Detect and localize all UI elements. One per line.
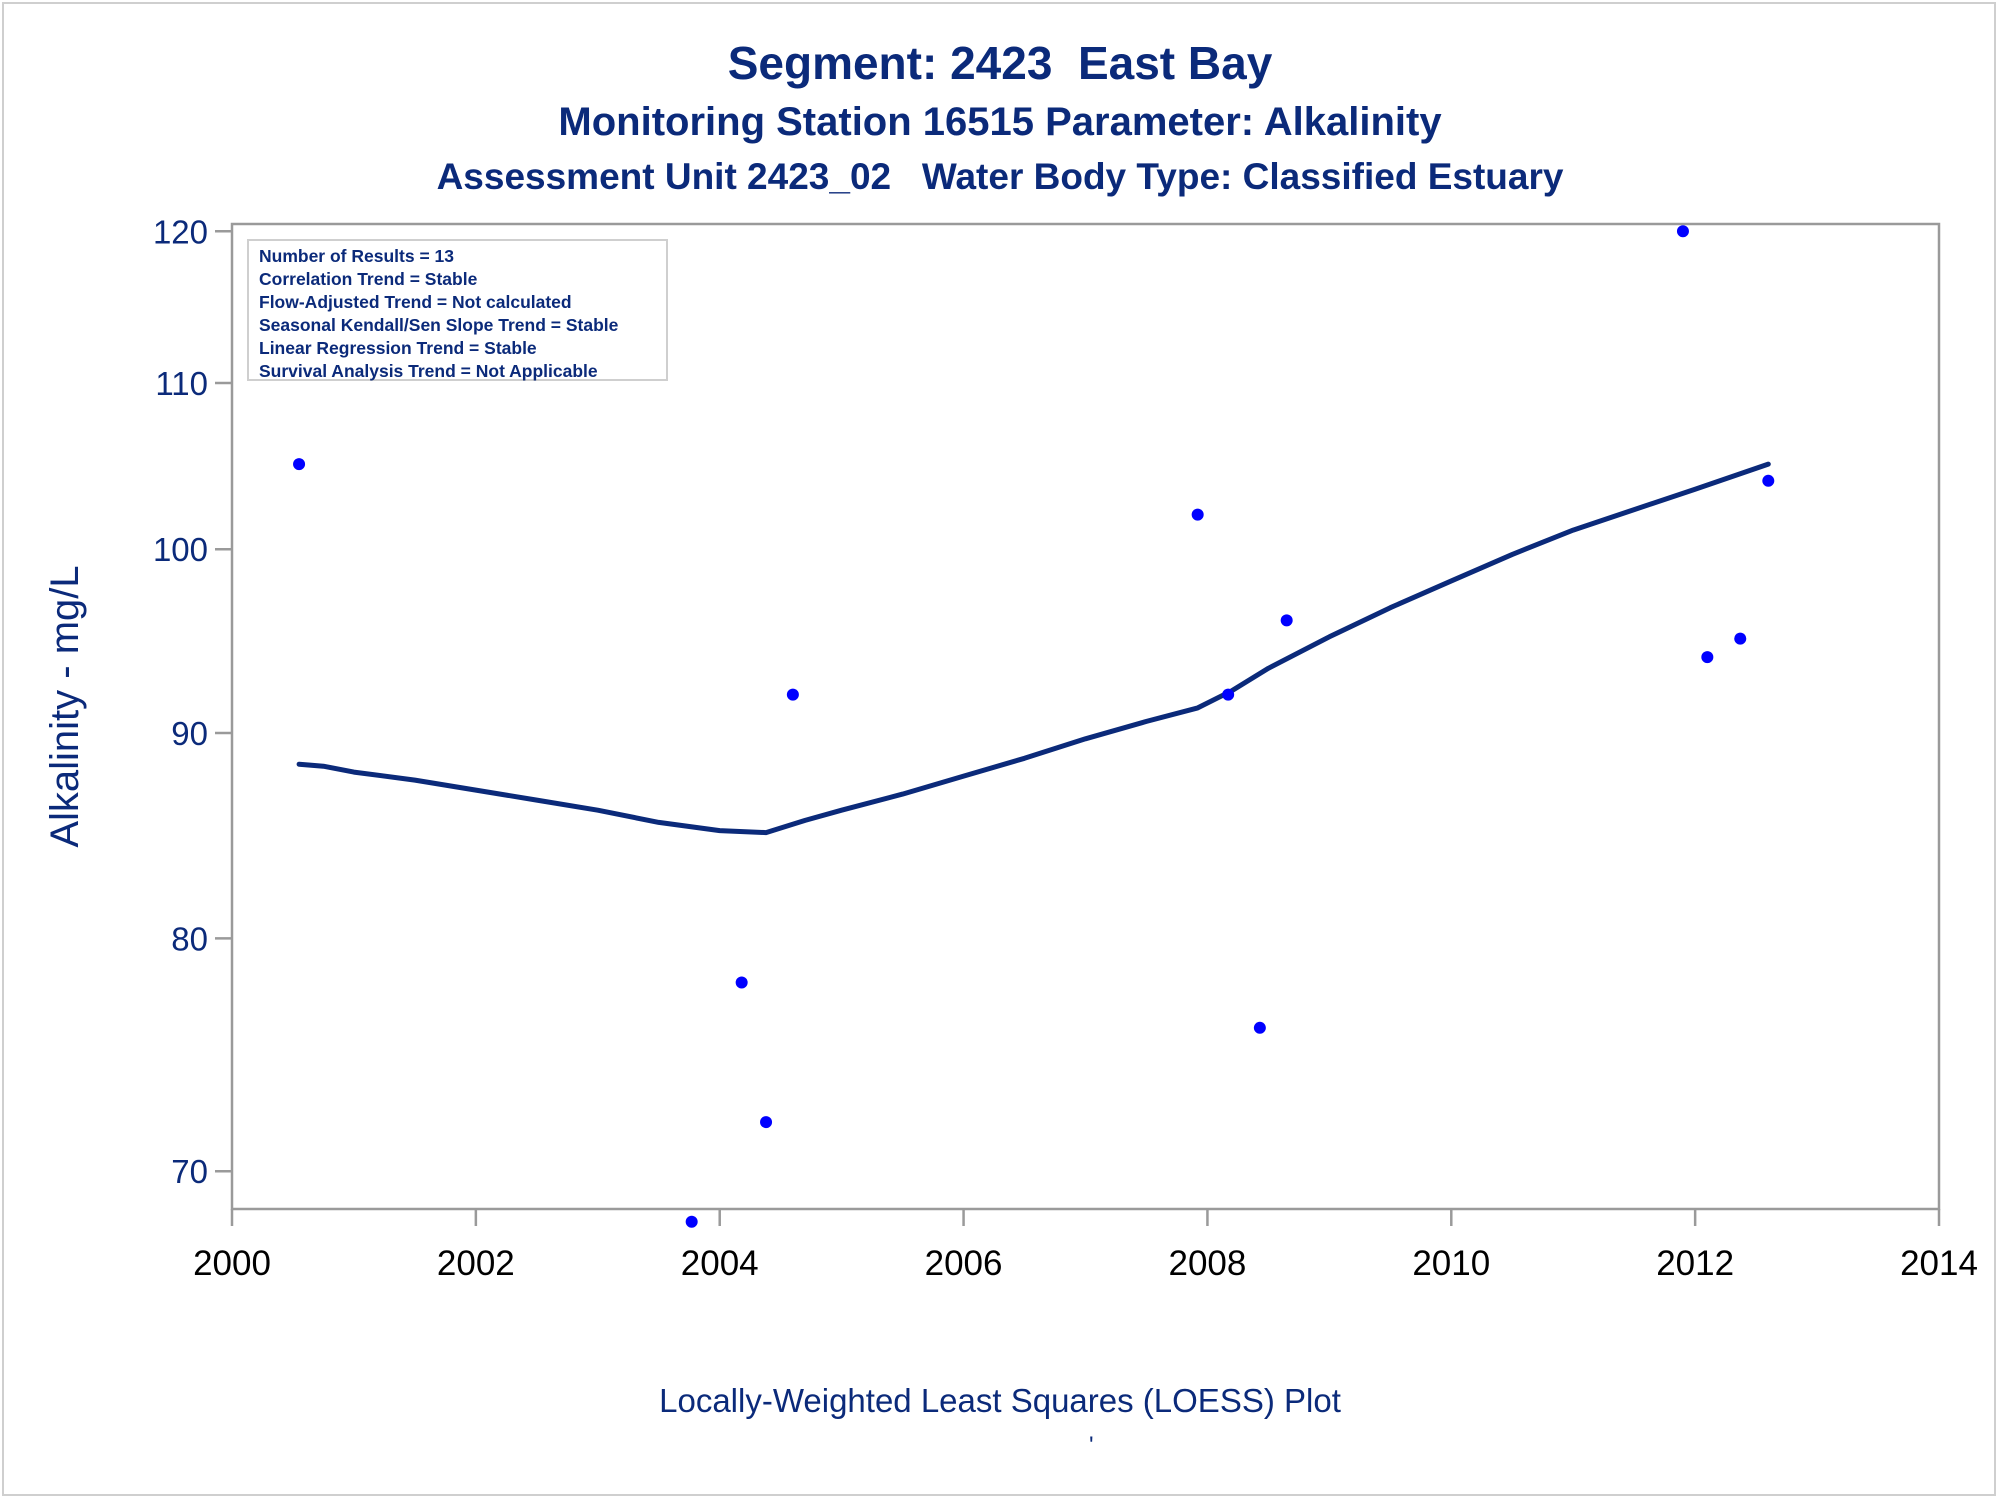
plot-footnote: Locally-Weighted Least Squares (LOESS) P…: [659, 1382, 1341, 1419]
stat-flow-adjusted-trend: Flow-Adjusted Trend = Not calculated: [259, 292, 572, 312]
x-tick-label: 2002: [437, 1244, 515, 1283]
x-tick-label: 2000: [193, 1244, 271, 1283]
x-tick-label: 2014: [1900, 1244, 1978, 1283]
data-point: [1222, 688, 1235, 701]
chart-title: Segment: 2423 East Bay: [727, 37, 1273, 89]
data-point: [1280, 614, 1293, 627]
x-tick-label: 2004: [681, 1244, 759, 1283]
x-tick-label: 2012: [1656, 1244, 1734, 1283]
chart-subtitle-assessment: Assessment Unit 2423_02 Water Body Type:…: [436, 156, 1564, 197]
data-point: [1676, 225, 1689, 238]
y-tick-label: 90: [171, 715, 208, 752]
data-point: [760, 1116, 773, 1129]
data-point: [1762, 474, 1775, 487]
stat-survival-analysis-trend: Survival Analysis Trend = Not Applicable: [259, 361, 598, 381]
x-tick-label: 2010: [1412, 1244, 1490, 1283]
plot-area: [230, 222, 1941, 1211]
data-point: [685, 1215, 698, 1228]
data-point: [735, 976, 748, 989]
x-tick-label: 2008: [1168, 1244, 1246, 1283]
data-points: [293, 225, 1775, 1228]
x-axis: 2000 2002 2004 2006 2008 2010 2012 2014: [193, 1209, 1978, 1283]
y-axis-label: Alkalinity - mg/L: [43, 565, 87, 847]
data-point: [786, 688, 799, 701]
footnote-mark: ': [1089, 1432, 1094, 1459]
data-point: [1734, 632, 1747, 645]
data-point: [1701, 651, 1714, 664]
trend-stats-box: Number of Results = 13 Correlation Trend…: [247, 239, 668, 381]
y-tick-label: 70: [171, 1153, 208, 1190]
y-tick-label: 120: [153, 213, 208, 250]
data-point: [293, 458, 306, 471]
loess-trend-line: [296, 461, 1771, 836]
stat-seasonal-kendall-trend: Seasonal Kendall/Sen Slope Trend = Stabl…: [259, 315, 619, 335]
stat-number-of-results: Number of Results = 13: [259, 246, 454, 266]
y-tick-label: 80: [171, 920, 208, 957]
y-tick-label: 110: [155, 365, 208, 402]
data-point: [1253, 1021, 1266, 1034]
y-tick-label: 100: [153, 531, 208, 568]
chart-subtitle-station: Monitoring Station 16515 Parameter: Alka…: [558, 100, 1442, 144]
stat-linear-regression-trend: Linear Regression Trend = Stable: [259, 338, 537, 358]
stat-correlation-trend: Correlation Trend = Stable: [259, 269, 478, 289]
y-axis: 70 80 90 100 110 120: [153, 213, 232, 1190]
x-tick-label: 2006: [925, 1244, 1003, 1283]
data-point: [1191, 508, 1204, 521]
